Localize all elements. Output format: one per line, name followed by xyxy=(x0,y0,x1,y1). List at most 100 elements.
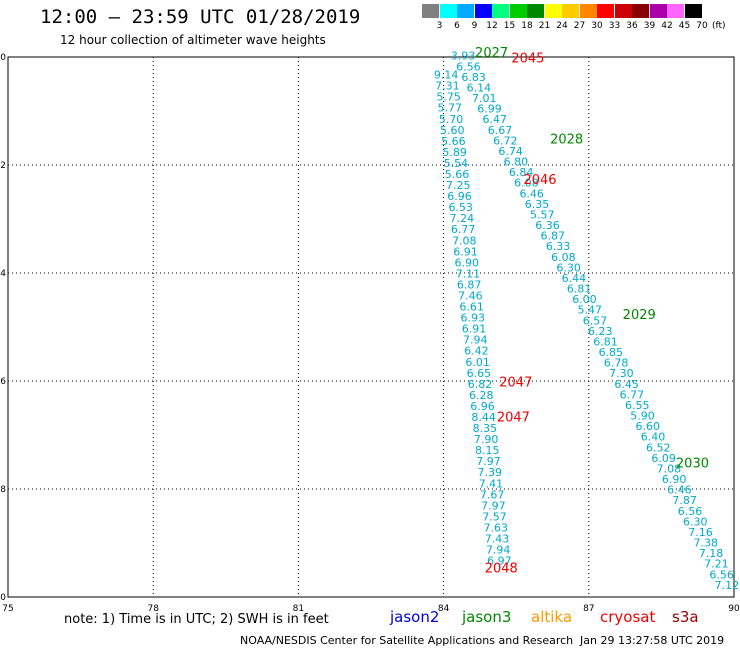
swh-value: 7.31 xyxy=(435,80,460,93)
swh-value: 6.91 xyxy=(453,245,478,258)
legend-tick-label: 39 xyxy=(643,21,656,31)
satellite-label-altika: altika xyxy=(531,608,573,626)
lat-tick-label: -12 xyxy=(0,161,6,171)
satellite-label-s3a: s3a xyxy=(672,608,699,626)
swh-value: 5.89 xyxy=(442,146,467,159)
swh-value: 6.74 xyxy=(498,145,523,158)
swh-value: 6.97 xyxy=(487,555,512,568)
swh-value: 5.60 xyxy=(440,124,465,137)
swh-value: 7.67 xyxy=(480,488,505,501)
swh-value: 5.47 xyxy=(577,304,602,317)
swh-value: 6.65 xyxy=(467,367,492,380)
swh-value: 6.00 xyxy=(572,293,597,306)
legend-tick-label: 3 xyxy=(436,21,443,31)
swh-value: 6.09 xyxy=(651,452,676,465)
swh-value: 6.84 xyxy=(509,166,534,179)
swh-value: 6.46 xyxy=(667,484,692,497)
swh-value: 6.47 xyxy=(483,113,508,126)
legend-tick-label: 18 xyxy=(521,21,533,31)
legend-tick-label: 21 xyxy=(538,21,551,31)
swh-value: 5.66 xyxy=(441,135,466,148)
swh-value: 6.87 xyxy=(457,278,482,291)
lat-tick-label: -14 xyxy=(0,269,6,279)
swh-value: 7.87 xyxy=(672,494,697,507)
legend-tick-label: 9 xyxy=(471,21,478,31)
swh-value: 5.70 xyxy=(439,113,464,126)
generated-timestamp: Jan 29 13:27:58 UTC 2019 xyxy=(580,634,725,647)
swh-value: 7.16 xyxy=(688,526,713,539)
swh-value: 6.96 xyxy=(470,400,495,413)
satellite-label-jason3: jason3 xyxy=(462,608,512,626)
swh-value: 6.90 xyxy=(662,473,687,486)
map-frame xyxy=(7,56,735,598)
swh-value: 5.57 xyxy=(530,208,555,221)
pass-number-label: 2030 xyxy=(676,456,709,471)
legend-tick-label: 42 xyxy=(661,21,673,31)
lon-tick-label: 75 xyxy=(2,604,13,614)
swh-value: 6.81 xyxy=(567,283,592,296)
swh-value: 7.90 xyxy=(474,433,499,446)
swh-value: 6.77 xyxy=(451,223,476,236)
swh-value: 7.94 xyxy=(486,544,511,557)
legend-swatch xyxy=(579,4,597,18)
satellite-label-jason2: jason2 xyxy=(390,608,440,626)
swh-value: 6.45 xyxy=(614,378,639,391)
swh-value: 6.01 xyxy=(465,356,490,369)
swh-value: 6.85 xyxy=(599,346,624,359)
swh-value: 6.08 xyxy=(551,251,576,264)
swh-value: 6.55 xyxy=(625,399,650,412)
lon-tick-label: 81 xyxy=(293,604,304,614)
swh-value: 9.14 xyxy=(434,69,459,82)
legend-swatch xyxy=(632,4,649,18)
swh-value: 7.25 xyxy=(446,179,471,192)
swh-value: 7.08 xyxy=(657,462,682,475)
swh-value: 7.97 xyxy=(476,455,501,468)
swh-value: 6.61 xyxy=(459,301,484,314)
lat-tick-label: -18 xyxy=(0,485,6,495)
page-subtitle: 12 hour collection of altimeter wave hei… xyxy=(60,33,326,47)
swh-value: 7.21 xyxy=(704,558,729,571)
legend-swatch xyxy=(457,4,474,18)
legend-swatch xyxy=(544,4,562,18)
swh-value: 6.78 xyxy=(604,357,629,370)
swh-value: 6.28 xyxy=(469,389,494,402)
pass-number-label: 2047 xyxy=(497,411,530,426)
swh-value: 6.82 xyxy=(468,378,493,391)
swh-value: 6.53 xyxy=(448,201,473,214)
swh-value: 6.60 xyxy=(636,420,661,433)
lat-tick-label: -10 xyxy=(0,53,6,63)
legend-swatch xyxy=(649,4,667,18)
swh-value: 6.93 xyxy=(461,312,486,325)
swh-value: 6.08 xyxy=(514,177,539,190)
legend-tick-label: 45 xyxy=(678,21,691,31)
swh-value: 7.01 xyxy=(472,92,497,105)
legend-tick-label: 24 xyxy=(556,21,568,31)
swh-value: 6.96 xyxy=(447,190,472,203)
swh-value: 7.41 xyxy=(479,477,504,490)
swh-value: 7.30 xyxy=(609,367,634,380)
swh-value: 7.97 xyxy=(481,499,506,512)
swh-value: 6.44 xyxy=(562,272,587,285)
swh-value: 7.18 xyxy=(699,547,724,560)
swh-value: 6.35 xyxy=(525,198,550,211)
swh-value: 6.81 xyxy=(593,335,618,348)
footer-note: note: 1) Time is in UTC; 2) SWH is in fe… xyxy=(64,612,329,627)
swh-value: 7.39 xyxy=(477,466,502,479)
legend-tick-label: 33 xyxy=(608,21,621,31)
swh-value: 6.77 xyxy=(620,388,645,401)
legend-swatch xyxy=(562,4,579,18)
swh-value: 6.30 xyxy=(556,261,581,274)
lon-tick-label: 90 xyxy=(728,604,740,614)
swh-value: 7.43 xyxy=(485,533,510,546)
legend-tick-label: 36 xyxy=(626,21,638,31)
swh-value: 6.87 xyxy=(541,230,566,243)
swh-value: 7.11 xyxy=(456,267,481,280)
swh-value: 5.90 xyxy=(630,410,655,423)
swh-value: 6.80 xyxy=(504,156,528,169)
swh-value: 8.44 xyxy=(471,411,496,424)
swh-value: 7.38 xyxy=(694,537,719,550)
pass-number-label: 2029 xyxy=(623,308,656,323)
swh-value: 6.42 xyxy=(464,345,489,358)
pass-number-label: 2048 xyxy=(485,562,518,577)
